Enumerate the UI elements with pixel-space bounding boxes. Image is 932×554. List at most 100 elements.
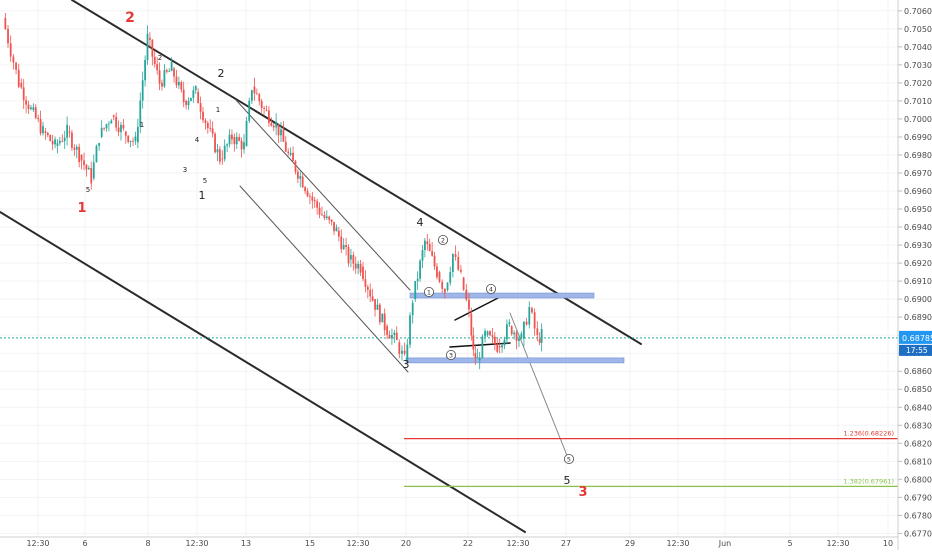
candle-body — [202, 111, 204, 121]
candle-body — [275, 121, 278, 128]
candle-body — [284, 141, 287, 152]
candle-body — [180, 82, 183, 90]
candle-body — [265, 109, 268, 111]
wave-label: 5 — [86, 186, 90, 194]
candle-body — [411, 302, 414, 316]
candle-body — [124, 131, 127, 136]
candle-body — [161, 82, 163, 87]
candle-body — [27, 104, 30, 109]
candle-body — [136, 126, 139, 143]
candle-body — [211, 128, 214, 134]
candle-body — [238, 137, 241, 141]
candle-body — [528, 307, 531, 325]
candle-body — [501, 345, 503, 348]
candle-body — [4, 18, 7, 29]
candle-body — [388, 334, 391, 339]
candle-body — [30, 107, 32, 109]
candle-body — [419, 260, 421, 279]
candle-body — [359, 263, 362, 273]
candle-body — [270, 122, 273, 126]
candle-body — [75, 146, 78, 150]
candle-body — [282, 129, 285, 142]
countdown-badge — [899, 344, 932, 356]
candle-body — [20, 82, 23, 88]
candle-body — [92, 162, 95, 179]
wave-label: 4 — [195, 136, 200, 144]
candle-body — [531, 308, 533, 313]
candle-body — [263, 107, 265, 109]
candles — [4, 12, 543, 370]
candle-body — [443, 288, 446, 293]
x-tick-label: 15 — [305, 539, 315, 548]
candle-body — [108, 123, 110, 125]
candle-body — [431, 251, 434, 256]
fib-level-label: 1.382(0.67961) — [843, 477, 894, 485]
candle-body — [260, 101, 263, 108]
x-tick-label: 12:30 — [826, 539, 849, 548]
candle-body — [381, 313, 384, 323]
x-tick-label: Jun — [718, 539, 732, 548]
candle-body — [12, 56, 15, 63]
candle-body — [306, 191, 309, 197]
candle-body — [223, 145, 226, 160]
candle-body — [83, 160, 85, 165]
candle-body — [472, 335, 475, 350]
candle-body — [173, 68, 175, 77]
x-tick-label: 12:30 — [185, 539, 208, 548]
candle-body — [258, 94, 261, 102]
candle-body — [251, 90, 253, 101]
candle-body — [168, 70, 171, 72]
candle-body — [398, 342, 401, 354]
candle-body — [187, 100, 190, 106]
candle-body — [301, 176, 304, 188]
candle-body — [342, 245, 345, 250]
wave-label: 1 — [77, 201, 86, 216]
x-tick-label: 8 — [145, 539, 150, 548]
x-tick-label: 5 — [787, 539, 792, 548]
candle-body — [32, 107, 35, 110]
candle-body — [462, 277, 465, 290]
candle-body — [318, 207, 321, 215]
candle-body — [58, 140, 61, 144]
candle-body — [481, 336, 484, 358]
candle-body — [452, 253, 454, 272]
countdown-label: 17:55 — [906, 346, 928, 355]
candle-body — [393, 332, 396, 335]
candle-body — [122, 124, 125, 129]
candle-body — [22, 87, 25, 101]
candle-body — [268, 110, 270, 123]
candle-body — [536, 328, 539, 335]
candle-body — [54, 139, 56, 145]
candle-body — [87, 168, 90, 170]
candle-body — [523, 321, 525, 339]
candle-body — [39, 118, 42, 134]
candle-body — [309, 196, 311, 198]
candle-body — [37, 117, 40, 119]
candle-body — [426, 241, 429, 244]
wave-label: 3 — [403, 358, 410, 371]
candle-body — [518, 338, 520, 341]
candle-body — [98, 142, 101, 147]
x-tick-label: 12:30 — [666, 539, 689, 548]
candle-body — [508, 322, 511, 325]
candle-body — [316, 201, 319, 208]
x-tick-label: 22 — [463, 539, 473, 548]
candle-body — [156, 64, 159, 71]
candle-body — [476, 357, 479, 359]
circled-wave-label: 5 — [567, 455, 571, 463]
candle-body — [383, 313, 386, 331]
candle-body — [406, 344, 409, 361]
circled-wave-label: 1 — [427, 288, 431, 296]
